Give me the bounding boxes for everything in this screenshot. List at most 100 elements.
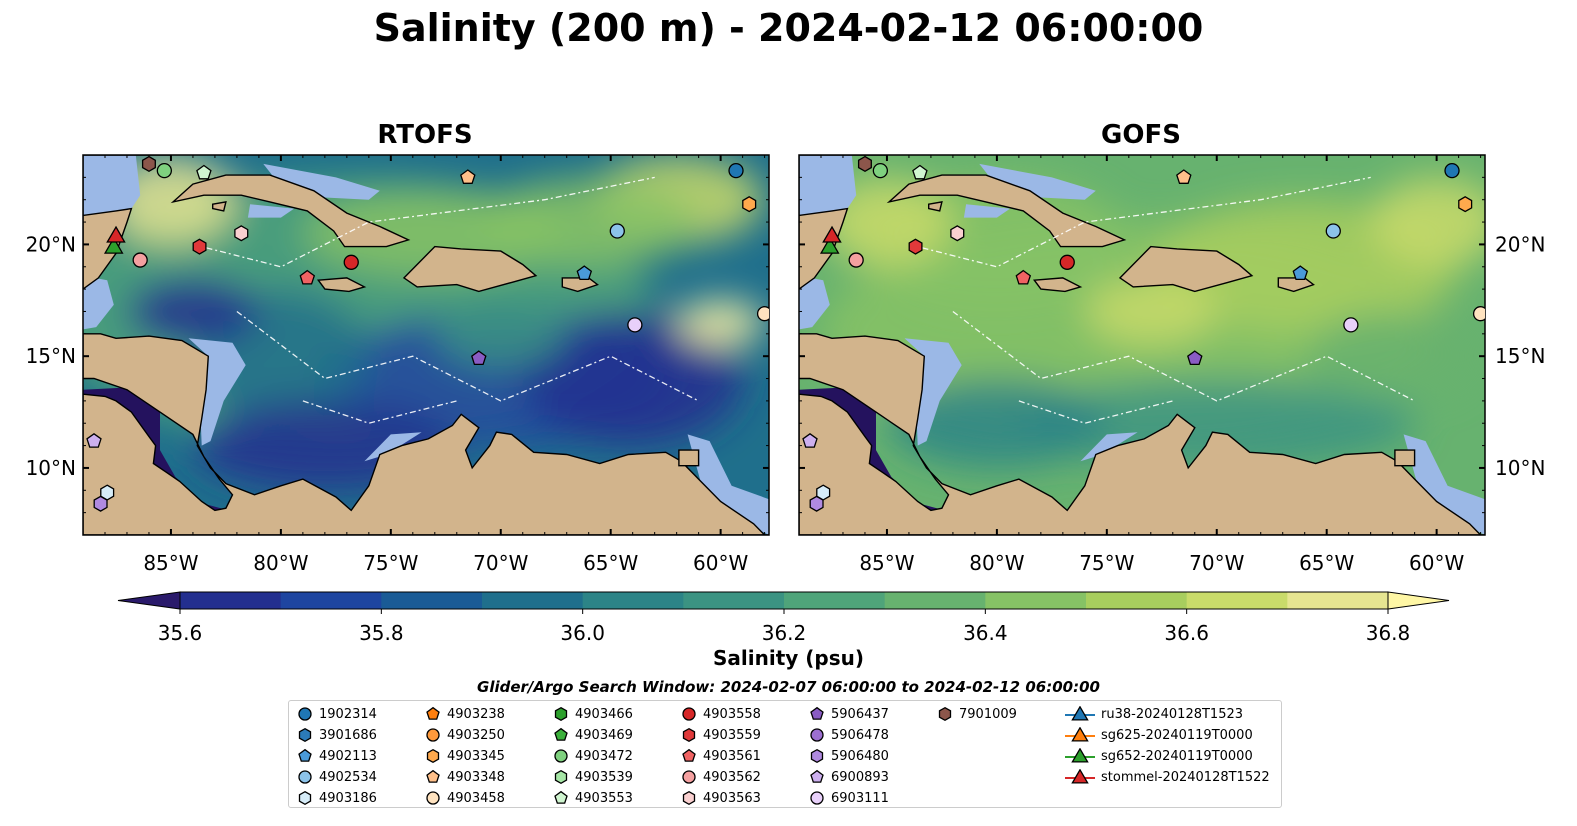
legend-label: 6903111 (831, 790, 889, 806)
legend-item: 4903539 (553, 767, 633, 787)
eez-boundary (236, 310, 699, 402)
argo-float-marker (1444, 162, 1460, 179)
argo-float-marker (756, 306, 769, 322)
argo-float-marker (609, 223, 625, 239)
lon-tick-label: 85°W (859, 551, 914, 575)
legend-item: sg652-20240119T0000 (1065, 746, 1253, 766)
argo-float-marker (1343, 317, 1359, 333)
legend-marker-icon (426, 791, 440, 805)
salinity-patch (1370, 177, 1485, 267)
argo-float-marker (156, 162, 173, 179)
legend: 1902314 3901686 4902113 4902534 4903186 49032… (288, 700, 1282, 808)
map-panel-rtofs (83, 155, 769, 535)
legend-label: 4903563 (703, 790, 761, 806)
legend-label: 4903561 (703, 748, 761, 764)
lon-tick-label: 85°W (143, 551, 198, 575)
legend-float-marker (554, 727, 568, 741)
legend-marker-icon (1065, 769, 1095, 784)
legend-label: 4902113 (319, 748, 377, 764)
legend-float-marker (426, 791, 440, 805)
panel-title-rtofs: RTOFS (377, 120, 473, 150)
shelf-area (83, 275, 114, 330)
glider-marker (106, 225, 126, 243)
lat-tick-label: 15°N (1495, 344, 1545, 368)
legend-float-marker (298, 707, 312, 721)
legend-marker-icon (554, 769, 568, 785)
land (1394, 449, 1416, 467)
argo-float-marker (742, 196, 757, 213)
map-frame (82, 154, 770, 536)
legend-item: 6900893 (809, 767, 889, 787)
argo-float-marker (196, 164, 212, 180)
argo-float-marker (132, 252, 148, 268)
legend-label: 4903562 (703, 769, 761, 785)
legend-item: 4902113 (297, 746, 377, 766)
legend-label: 4903348 (447, 769, 505, 785)
legend-float-marker (426, 748, 440, 764)
legend-label: 4903458 (447, 790, 505, 806)
argo-float-marker (343, 254, 359, 270)
land (799, 333, 1485, 535)
argo-float-marker (1015, 269, 1032, 285)
shelf-area (687, 434, 769, 535)
lon-tick-label: 70°W (1189, 551, 1244, 575)
argo-float-marker (234, 225, 249, 242)
legend-float-marker (426, 706, 440, 720)
legend-item: 5906478 (809, 725, 889, 745)
argo-float-marker (86, 433, 102, 448)
legend-marker-icon (1065, 727, 1095, 742)
legend-float-marker (810, 791, 824, 805)
float-markers-rtofs (86, 155, 769, 512)
lon-tick-label: 65°W (583, 551, 638, 575)
legend-float-marker (938, 706, 952, 722)
eez-boundary (1018, 400, 1173, 424)
shelf-area (799, 275, 830, 330)
legend-float-marker (554, 769, 568, 785)
lon-tick-label: 65°W (1299, 551, 1354, 575)
colorbar-bin (784, 592, 886, 609)
legend-label: 4903558 (703, 706, 761, 722)
legend-label: 1902314 (319, 706, 377, 722)
colorbar-tick-label: 36.0 (560, 621, 605, 645)
colorbar-bin (280, 592, 382, 609)
legend-marker-icon (682, 790, 696, 806)
legend-label: 5906437 (831, 706, 889, 722)
legend-float-marker (682, 707, 696, 721)
legend-float-marker (298, 748, 312, 762)
float-markers-gofs (802, 155, 1485, 512)
legend-label: 4903469 (575, 727, 633, 743)
lat-tick-label: 20°N (26, 232, 76, 256)
colorbar-tick-label: 36.4 (963, 621, 1008, 645)
argo-float-marker (1472, 306, 1485, 322)
shelf-area (247, 204, 295, 218)
argo-float-marker (1176, 169, 1192, 184)
legend-label: 7901009 (959, 706, 1017, 722)
lat-tick-label: 10°N (1495, 456, 1545, 480)
legend-float-marker (298, 790, 312, 806)
land (928, 201, 943, 212)
legend-item: 4903345 (425, 746, 505, 766)
legend-item: 4903466 (553, 704, 633, 724)
lon-tick-label: 60°W (1409, 551, 1464, 575)
legend-item: 1902314 (297, 704, 377, 724)
eez-boundary (192, 176, 655, 268)
argo-float-marker (1187, 350, 1203, 366)
legend-marker-icon (426, 769, 440, 783)
lon-tick-label: 80°W (969, 551, 1024, 575)
lat-tick-label: 10°N (26, 456, 76, 480)
legend-label: 4903186 (319, 790, 377, 806)
legend-item: 4903561 (681, 746, 761, 766)
shelf-area (1403, 434, 1485, 535)
legend-label: 5906478 (831, 727, 889, 743)
legend-marker-icon (682, 770, 696, 784)
colorbar-bin (482, 592, 584, 609)
argo-float-marker (872, 162, 889, 179)
argo-float-marker (950, 225, 965, 242)
lon-tick-label: 60°W (693, 551, 748, 575)
legend-item: 4902534 (297, 767, 377, 787)
land (678, 449, 700, 467)
colorbar-tick-label: 36.2 (762, 621, 807, 645)
colorbar-bin (180, 592, 282, 609)
search-window-text: Glider/Argo Search Window: 2024-02-07 06… (477, 678, 1100, 696)
map-frame (798, 154, 1486, 536)
